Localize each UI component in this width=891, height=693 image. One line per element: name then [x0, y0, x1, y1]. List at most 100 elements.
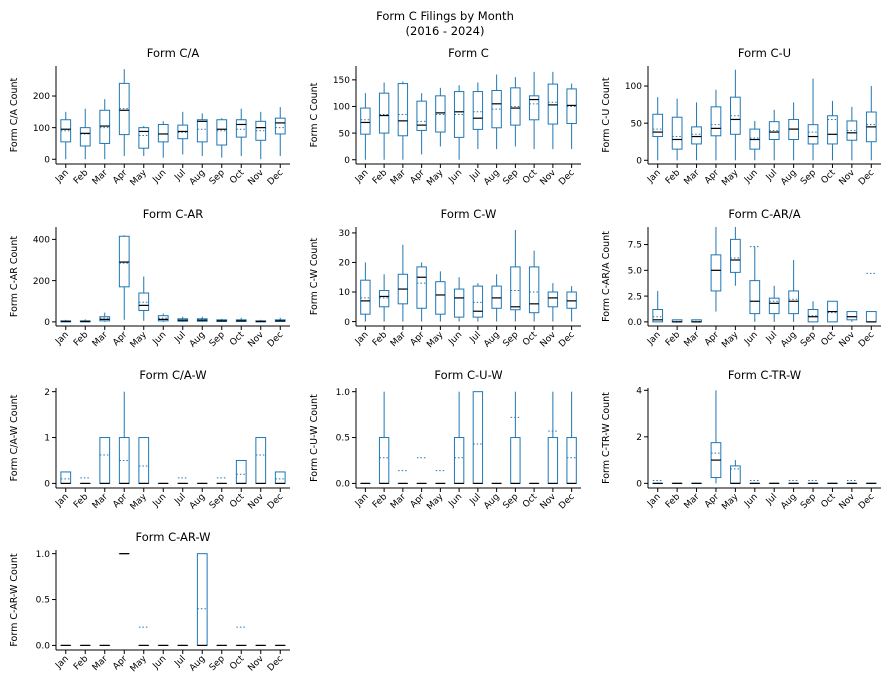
x-tick-label: Jul	[172, 654, 187, 669]
box-mar	[99, 312, 111, 322]
x-tick-label: Oct	[820, 330, 838, 348]
box-jul	[177, 316, 189, 322]
x-tick-label: Jun	[447, 330, 465, 348]
iqr-box	[138, 292, 150, 312]
x-tick-label: Oct	[228, 168, 246, 186]
y-tick-label: 0	[44, 480, 50, 490]
x-tick-label: Jun	[742, 168, 760, 186]
box-sep	[510, 77, 521, 147]
box-sep	[510, 391, 521, 485]
x-tick-label: Jun	[742, 330, 760, 348]
x-tick-label: Nov	[837, 330, 857, 350]
iqr-box	[157, 123, 169, 143]
panel-title: Form C	[448, 46, 489, 60]
box-jan	[652, 480, 664, 484]
y-tick-label: 0	[636, 156, 642, 166]
y-tick-label: 0	[44, 155, 50, 165]
box-sep	[216, 118, 228, 158]
x-tick-label: Oct	[228, 654, 246, 672]
box-aug	[788, 102, 799, 161]
box-sep	[216, 477, 228, 485]
y-tick-label: 50	[631, 119, 643, 129]
box-oct	[235, 626, 247, 647]
box-jul	[768, 285, 780, 322]
iqr-box	[453, 288, 465, 318]
x-tick-label: Jul	[468, 168, 483, 183]
x-tick-label: Mar	[91, 330, 110, 349]
x-tick-label: Dec	[557, 492, 576, 511]
x-tick-label: Apr	[409, 492, 427, 510]
iqr-box	[60, 471, 72, 484]
x-tick-label: Jan	[645, 330, 663, 348]
box-apr	[118, 235, 130, 320]
box-jul	[768, 109, 780, 161]
panel-7: Form C/A-W Form C/A-W Count 0 1 2 Jan Feb Mar Ap…	[9, 368, 290, 512]
box-may	[138, 437, 150, 485]
box-feb	[378, 82, 390, 160]
y-tick-label: 100	[625, 82, 642, 92]
box-may	[435, 87, 446, 147]
x-tick-label: Aug	[482, 168, 502, 188]
box-oct	[235, 108, 247, 157]
box-jun	[749, 246, 761, 322]
x-tick-label: Nov	[837, 492, 857, 512]
box-jul	[472, 82, 484, 150]
x-tick-label: Jul	[172, 492, 187, 507]
box-jan	[652, 97, 664, 161]
box-nov	[255, 437, 267, 485]
box-jun	[453, 391, 465, 485]
iqr-box	[547, 291, 559, 308]
x-tick-label: May	[129, 168, 150, 189]
y-tick-label: 200	[33, 92, 50, 102]
y-tick-label: 4	[636, 387, 642, 397]
x-tick-label: Mar	[683, 330, 702, 349]
panel-4: Form C-AR Form C-AR Count 0 200 400 Jan Feb Mar…	[9, 207, 290, 350]
x-tick-label: Oct	[521, 492, 539, 510]
y-tick-label: 100	[33, 124, 50, 134]
box-sep	[807, 301, 819, 323]
x-tick-label: Sep	[501, 492, 520, 511]
y-tick-label: 400	[33, 236, 50, 246]
iqr-box	[671, 116, 683, 150]
box-mar	[99, 99, 111, 160]
iqr-box	[435, 281, 446, 315]
y-tick-label: 0.5	[36, 596, 50, 606]
y-tick-label: 0	[344, 156, 350, 166]
panel-title: Form C-AR-W	[136, 530, 211, 544]
x-tick-label: Sep	[799, 330, 818, 349]
y-axis-label: Form C-U-W Count	[309, 394, 320, 482]
y-tick-label: 10	[339, 288, 351, 298]
box-feb	[79, 477, 91, 485]
box-jul	[177, 477, 189, 485]
x-tick-label: Nov	[246, 492, 266, 512]
x-tick-label: Mar	[91, 168, 110, 187]
panel-9: Form C-TR-W Form C-TR-W Count 0 2 4 Jan Feb Mar…	[601, 368, 881, 512]
box-may	[730, 69, 741, 161]
x-tick-label: Nov	[538, 492, 558, 512]
x-tick-label: Oct	[521, 168, 539, 186]
x-tick-label: Oct	[820, 492, 838, 510]
y-axis-label: Form C-TR-W Count	[601, 392, 612, 484]
x-tick-label: Sep	[208, 168, 227, 187]
box-sep	[807, 78, 819, 161]
iqr-box	[360, 107, 371, 135]
box-mar	[691, 102, 702, 161]
y-tick-label: 50	[339, 129, 351, 139]
y-axis-label: Form C-AR Count	[9, 236, 20, 317]
y-tick-label: 0.0	[628, 318, 643, 328]
panel-title: Form C-AR/A	[728, 207, 800, 221]
box-nov	[255, 319, 267, 323]
iqr-box	[235, 119, 247, 138]
box-oct	[235, 317, 247, 322]
panel-title: Form C-AR	[143, 207, 203, 221]
box-jun	[453, 85, 465, 160]
x-tick-label: Jun	[742, 492, 760, 510]
y-axis-label: Form C-AR-W Count	[9, 553, 20, 646]
box-dec	[865, 86, 877, 161]
x-tick-label: Jan	[353, 492, 371, 510]
x-tick-label: Aug	[188, 330, 208, 350]
x-tick-label: Dec	[857, 330, 876, 349]
y-tick-label: 7.5	[628, 241, 642, 251]
box-aug	[491, 74, 502, 150]
box-apr	[118, 69, 130, 157]
